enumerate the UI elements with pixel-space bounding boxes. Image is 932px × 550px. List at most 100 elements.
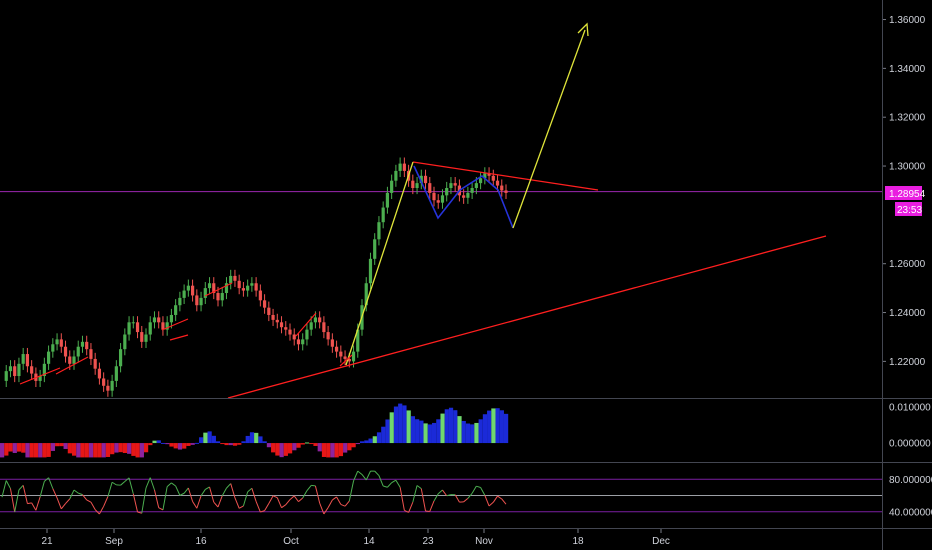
- osc-bar: [55, 443, 60, 447]
- osc-bar: [296, 443, 301, 448]
- candle-body: [246, 285, 250, 291]
- pattern-line: [339, 354, 353, 367]
- candle-body: [445, 188, 449, 196]
- rsi-segment: [65, 498, 71, 504]
- rsi-segment: [276, 497, 282, 508]
- osc-bar: [461, 420, 466, 444]
- rsi-segment: [454, 494, 460, 503]
- osc-bar: [419, 420, 424, 444]
- candle-body: [301, 339, 305, 345]
- candle-body: [373, 239, 377, 259]
- pullback-path: [413, 165, 514, 229]
- candle-body: [13, 366, 17, 377]
- candle-body: [313, 317, 318, 323]
- candle-body: [478, 178, 483, 184]
- osc-bar: [474, 422, 479, 444]
- osc-bar: [482, 414, 488, 444]
- osc-bar: [288, 443, 293, 454]
- projection-arrow-head: [577, 22, 589, 37]
- rsi-segment: [234, 497, 240, 509]
- osc-bar: [410, 416, 416, 444]
- candle-body: [322, 322, 326, 333]
- rsi-segment: [22, 485, 28, 504]
- rsi-tick-label: 80.000000: [889, 475, 932, 486]
- candle-body: [462, 195, 466, 198]
- candle-body: [203, 288, 207, 298]
- rsi-segment: [285, 499, 291, 505]
- osc-bar: [465, 423, 471, 444]
- osc-bar: [376, 432, 382, 444]
- osc-bar: [266, 443, 272, 448]
- candle-body: [212, 283, 216, 294]
- osc-bar: [448, 407, 454, 444]
- price-pane[interactable]: [0, 157, 882, 397]
- candle-body: [233, 275, 237, 281]
- rsi-pane[interactable]: [0, 470, 882, 515]
- time-tick-label: Sep: [105, 536, 123, 547]
- candle-body: [474, 183, 478, 189]
- rsi-segment: [264, 503, 270, 511]
- time-tick-label: 18: [572, 536, 584, 547]
- osc-bar: [432, 422, 437, 444]
- candle-body: [93, 358, 97, 369]
- candle-body: [182, 290, 186, 298]
- rsi-segment: [416, 485, 422, 490]
- time-tick-label: 21: [41, 536, 53, 547]
- candle-body: [144, 334, 148, 342]
- osc-bar: [29, 443, 34, 458]
- rsi-segment: [238, 505, 244, 509]
- candle-body: [178, 297, 182, 306]
- pattern-line: [161, 318, 189, 331]
- candle-body: [72, 356, 76, 364]
- osc-bar: [406, 410, 411, 444]
- price-tick-label: 1.36000: [889, 15, 926, 26]
- osc-bar: [114, 443, 119, 453]
- rsi-segment: [298, 497, 304, 503]
- candle-body: [85, 341, 89, 350]
- osc-bar: [444, 409, 449, 444]
- support-trendline: [227, 235, 827, 399]
- osc-bar: [385, 419, 390, 444]
- rsi-segment: [78, 492, 83, 496]
- candle-body: [356, 329, 360, 352]
- rsi-segment: [268, 495, 274, 504]
- osc-bar: [199, 437, 204, 444]
- osc-bar: [330, 443, 335, 458]
- osc-bar: [97, 443, 102, 458]
- countdown-badge: [895, 202, 922, 216]
- oscillator-pane[interactable]: [0, 403, 509, 458]
- osc-bar: [275, 443, 280, 456]
- pattern-line: [204, 282, 233, 297]
- osc-bar: [232, 443, 238, 446]
- rsi-segment: [82, 494, 88, 501]
- rsi-segment: [251, 488, 257, 502]
- rsi-segment: [463, 498, 469, 503]
- rsi-segment: [353, 470, 359, 482]
- rsi-segment: [73, 489, 79, 494]
- rsi-segment: [399, 487, 405, 511]
- osc-bar: [393, 406, 399, 444]
- rsi-segment: [166, 482, 172, 487]
- rsi-segment: [323, 507, 329, 515]
- osc-bar: [258, 436, 263, 444]
- rsi-segment: [242, 491, 249, 507]
- osc-bar: [453, 410, 458, 444]
- drawings[interactable]: [19, 22, 827, 399]
- osc-bar: [25, 443, 30, 458]
- rsi-segment: [137, 511, 142, 514]
- rsi-segment: [391, 479, 397, 484]
- rsi-segment: [209, 486, 215, 503]
- candle-body: [419, 175, 423, 184]
- time-axis[interactable]: 21 Sep 16 Oct 14 23 Nov 18 Dec: [41, 529, 670, 547]
- candle-body: [254, 283, 258, 291]
- osc-bar: [165, 443, 170, 445]
- candle-body: [216, 293, 220, 301]
- osc-bar: [211, 435, 216, 444]
- osc-bar: [207, 431, 212, 444]
- candle-body: [258, 290, 262, 301]
- resistance-trendline: [412, 161, 599, 191]
- candle-body: [118, 349, 123, 367]
- price-axis[interactable]: 1.36000 1.34000 1.32000 1.30000 1.26000 1.240…: [882, 15, 932, 518]
- rsi-segment: [408, 501, 414, 513]
- osc-tick-label: 0.000000: [889, 439, 931, 450]
